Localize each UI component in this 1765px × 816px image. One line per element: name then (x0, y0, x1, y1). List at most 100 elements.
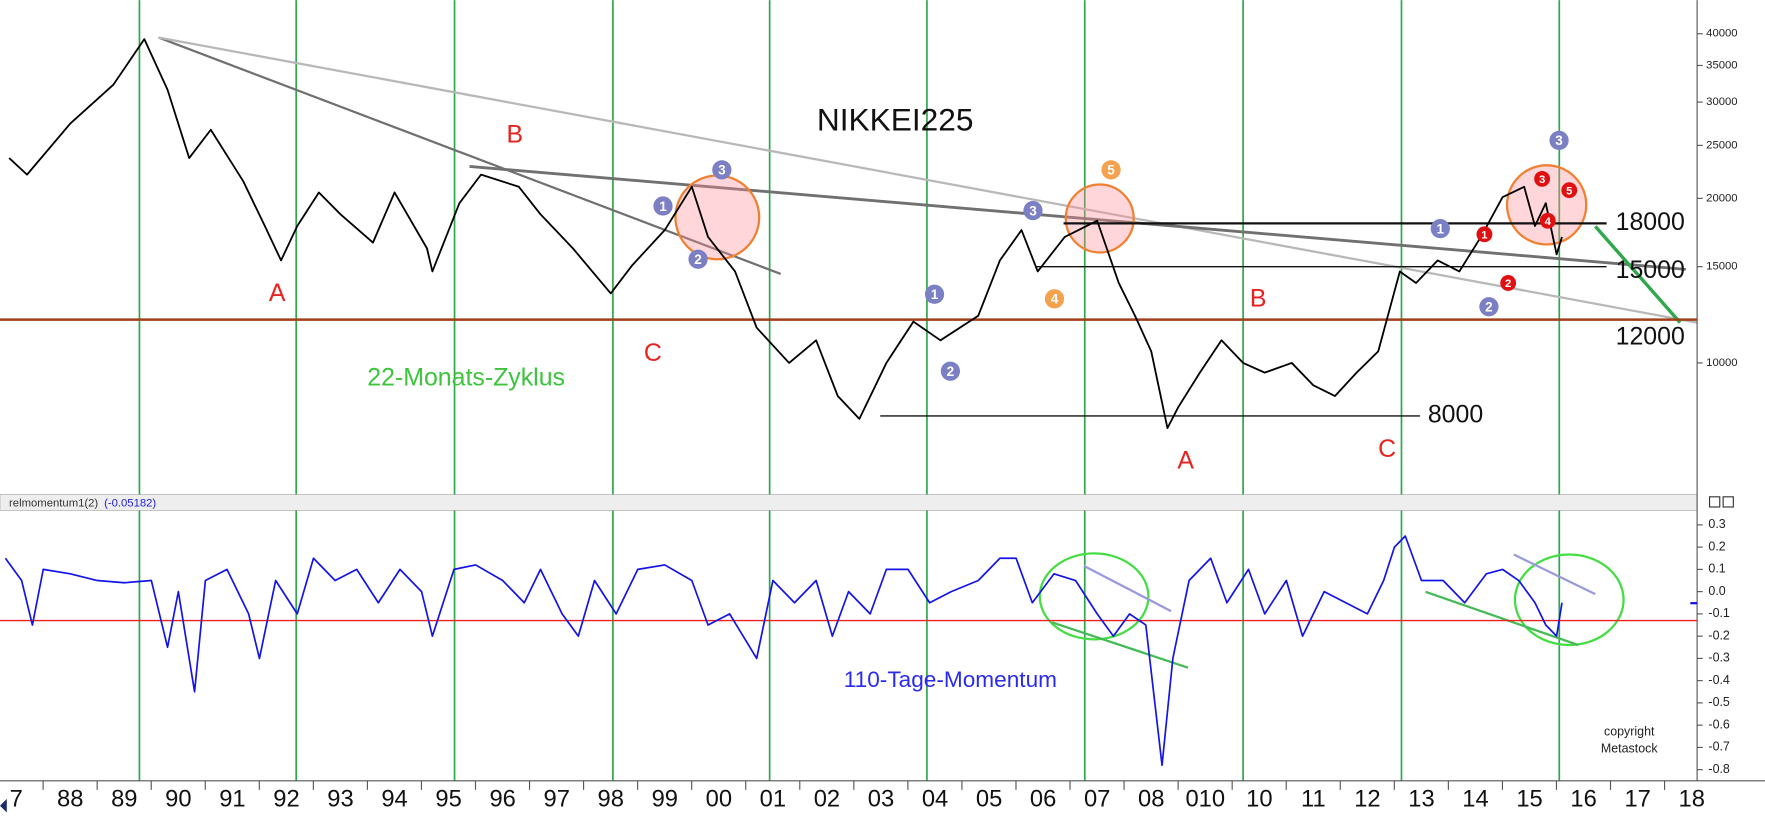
y-tick-label: 15000 (1706, 261, 1737, 273)
wave-label: 5 (1566, 185, 1572, 197)
wave-label: 1 (931, 287, 939, 302)
indicator-name: relmomentum1(2) (9, 498, 98, 510)
x-tick-label: 94 (381, 785, 407, 812)
wave-label: 1 (659, 199, 667, 214)
x-tick-label: 97 (543, 785, 569, 812)
highlight (1513, 553, 1625, 647)
y-tick-label: 40000 (1706, 28, 1737, 40)
trend-line (157, 36, 782, 275)
wave-marker (1023, 200, 1043, 221)
x-tick-label: 17 (1624, 785, 1650, 812)
x-tick-label: 15 (1516, 785, 1542, 812)
wave-marker (1561, 182, 1578, 199)
x-tick-label: 95 (435, 785, 461, 812)
x-tick-label: 07 (1084, 785, 1110, 812)
x-tick-label: 08 (1138, 785, 1164, 812)
wave-label: 4 (1545, 216, 1552, 228)
wave-label: 4 (1051, 292, 1059, 307)
y-tick-label: -0.6 (1708, 717, 1730, 731)
wave-marker (1500, 275, 1517, 291)
x-tick-label: 91 (219, 785, 245, 812)
wave-label: 2 (947, 364, 955, 379)
annotation: A (1177, 446, 1194, 474)
y-tick-label: -0.8 (1708, 762, 1730, 776)
y-tick-label: 30000 (1706, 96, 1737, 108)
x-tick-label: 7 (10, 785, 23, 812)
wave-label: 2 (694, 252, 702, 267)
x-tick-label: 010 (1185, 785, 1225, 812)
window-button[interactable] (1708, 496, 1721, 508)
y-tick-label: -0.2 (1708, 628, 1730, 642)
trend-line (158, 36, 1698, 324)
wave-label: 3 (1539, 174, 1545, 186)
y-tick-label: 25000 (1706, 139, 1737, 151)
data-line (4, 535, 1563, 767)
wave-label: 3 (1555, 133, 1563, 148)
highlight (1064, 183, 1135, 254)
x-tick-label: 99 (652, 785, 678, 812)
x-tick-label: 05 (976, 785, 1002, 812)
x-tick-label: 00 (706, 785, 732, 812)
wave-label: 2 (1485, 299, 1493, 314)
wave-marker (1479, 297, 1499, 317)
y-tick-label: 0.3 (1708, 517, 1725, 531)
x-tick-label: 16 (1570, 785, 1596, 812)
y-tick-label: 35000 (1706, 59, 1737, 71)
wave-label: 2 (1505, 278, 1511, 290)
x-tick-label: 03 (868, 785, 894, 812)
indicator-bar (0, 494, 1698, 511)
x-tick-label: 96 (489, 785, 515, 812)
level-label: 18000 (1616, 208, 1685, 236)
wave-marker (1534, 170, 1551, 187)
x-tick-label: 11 (1301, 785, 1326, 812)
y-tick-label: 0.0 (1708, 584, 1725, 598)
y-tick-label: 0.1 (1708, 562, 1725, 576)
trend-line (1594, 225, 1682, 324)
wave-marker (1101, 160, 1121, 180)
x-tick-label: 10 (1246, 785, 1272, 812)
wave-marker (712, 160, 732, 180)
layer (138, 0, 1561, 781)
y-tick-label: -0.4 (1708, 673, 1730, 687)
trend-line (1425, 590, 1579, 647)
trend-line (1513, 553, 1596, 596)
wave-marker (688, 249, 708, 269)
x-tick-label: 04 (922, 785, 948, 812)
wave-marker (1430, 219, 1450, 239)
x-tick-label: 02 (814, 785, 840, 812)
wave-marker (1476, 226, 1493, 243)
y-tick-label: 20000 (1706, 192, 1737, 204)
x-tick-label: 93 (327, 785, 353, 812)
highlight (674, 174, 761, 261)
wave-label: 3 (718, 163, 726, 178)
wave-marker (940, 361, 961, 381)
y-tick-label: 10000 (1706, 357, 1737, 369)
window-button[interactable] (1722, 496, 1734, 508)
wave-marker (1539, 212, 1556, 229)
annotation: A (269, 279, 286, 307)
wave-label: 1 (1437, 221, 1445, 236)
chart-title: NIKKEI225 (817, 102, 974, 138)
corner-icon (0, 798, 7, 813)
annotation: B (1250, 285, 1267, 313)
annotation: copyright (1604, 724, 1655, 738)
annotation: C (1378, 435, 1396, 463)
wave-marker (653, 196, 673, 216)
wave-label: 5 (1107, 163, 1115, 178)
x-tick-label: 88 (57, 785, 83, 812)
level-label: 12000 (1616, 322, 1685, 350)
annotation: 22-Monats-Zyklus (367, 364, 565, 392)
trend-line (469, 165, 1686, 271)
y-tick-label: 0.2 (1708, 539, 1725, 553)
data-line (8, 38, 1563, 430)
wave-marker (1044, 289, 1065, 309)
annotation: 110-Tage-Momentum (844, 667, 1057, 692)
x-tick-label: 14 (1462, 785, 1488, 812)
x-tick-label: 12 (1354, 785, 1380, 812)
highlight (1038, 552, 1150, 641)
wave-marker (1549, 130, 1569, 151)
trend-line (1083, 564, 1172, 613)
y-tick-label: -0.5 (1708, 695, 1730, 709)
